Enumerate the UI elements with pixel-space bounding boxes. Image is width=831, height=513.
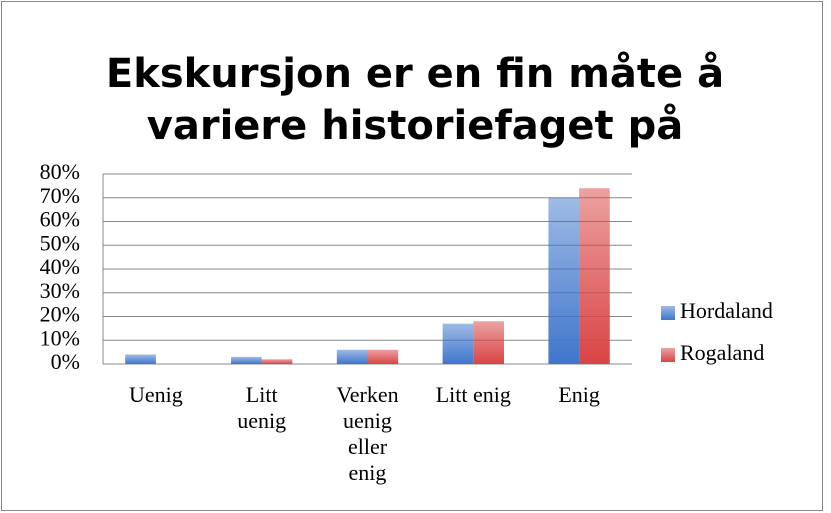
y-tick-label: 50% <box>40 230 80 255</box>
chart-title: Ekskursjon er en fin måte å variere histo… <box>106 50 724 149</box>
bar <box>231 356 262 364</box>
x-tick-label: Verken uenig eller enig <box>336 382 399 485</box>
y-tick-label: 0% <box>51 349 80 374</box>
x-tick-label: Enig <box>558 382 600 407</box>
bar <box>548 197 580 364</box>
y-tick-label: 40% <box>40 254 80 279</box>
x-tick-label: Litt enig <box>435 382 511 407</box>
bar <box>579 188 610 364</box>
title-line: Ekskursjon er en fin måte å <box>106 50 724 97</box>
bar <box>473 321 504 364</box>
y-tick-label: 30% <box>40 278 80 303</box>
y-tick-label: 70% <box>40 183 80 208</box>
y-tick-label: 80% <box>40 159 80 184</box>
bar <box>442 323 474 364</box>
y-tick-label: 60% <box>40 207 80 232</box>
title-line: variere historiefaget på <box>147 102 683 149</box>
bar <box>367 349 399 364</box>
x-tick-label: Uenig <box>129 382 183 407</box>
legend-label: Rogaland <box>680 340 764 365</box>
x-tick-label: Litt uenig <box>237 382 287 433</box>
bar <box>336 349 368 364</box>
legend-swatch <box>661 306 675 320</box>
legend-label: Hordaland <box>680 298 773 323</box>
bar <box>125 354 156 364</box>
legend-swatch <box>661 348 675 362</box>
bar <box>261 359 293 364</box>
y-tick-label: 10% <box>40 325 80 350</box>
y-tick-label: 20% <box>40 302 80 327</box>
